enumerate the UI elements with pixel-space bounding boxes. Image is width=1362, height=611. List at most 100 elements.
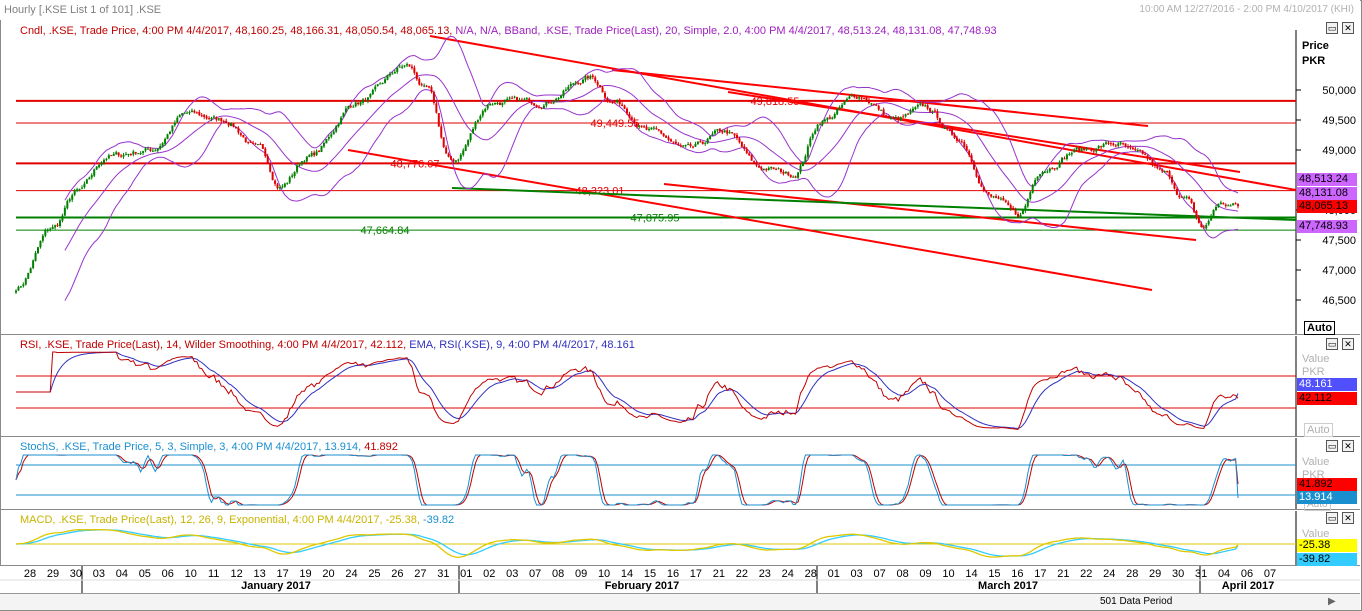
candle-body xyxy=(479,116,482,120)
candle-body xyxy=(413,67,416,73)
pane-divider[interactable] xyxy=(0,436,1360,437)
candle-body xyxy=(613,102,616,104)
candle-body xyxy=(71,195,74,200)
candle-body xyxy=(968,150,971,156)
trend-line xyxy=(727,91,1241,173)
candle-body xyxy=(332,131,335,135)
candle-body xyxy=(1078,147,1081,151)
candle-body xyxy=(254,143,257,145)
candle-body xyxy=(203,114,206,117)
candle-body xyxy=(731,132,734,134)
x-day-label: 28 xyxy=(1126,568,1138,580)
candle-body xyxy=(1234,203,1237,205)
close-icon[interactable]: ✕ xyxy=(1342,440,1354,452)
stoch-legend: StochS, .KSE, Trade Price, 5, 3, Simple,… xyxy=(20,441,398,453)
candle-body xyxy=(190,110,193,112)
candle-body xyxy=(635,123,638,127)
x-day-label: 22 xyxy=(1080,568,1092,580)
close-icon[interactable]: ✕ xyxy=(1342,338,1354,350)
candle-body xyxy=(909,110,912,114)
candle-body xyxy=(403,65,406,67)
candle-body xyxy=(911,108,914,112)
candle-body xyxy=(166,134,169,140)
price-tick-label: 49,000 xyxy=(1322,145,1356,157)
candle-body xyxy=(684,145,687,147)
candle-body xyxy=(784,171,787,174)
x-month-label: March 2017 xyxy=(978,580,1038,592)
candle-body xyxy=(85,179,88,184)
candle-body xyxy=(662,133,665,136)
x-day-label: 17 xyxy=(1034,568,1046,580)
candle-body xyxy=(623,105,626,109)
candle-body xyxy=(987,192,990,195)
candle-body xyxy=(665,135,668,138)
candle-body xyxy=(61,215,64,221)
candle-body xyxy=(647,129,650,131)
price-tick-label: 47,500 xyxy=(1322,235,1356,247)
candle-body xyxy=(1075,147,1078,150)
candle-body xyxy=(435,103,438,113)
stochastic-plot xyxy=(15,438,1297,509)
price-value-tag: 48,131.08 xyxy=(1297,187,1357,200)
maximize-icon[interactable]: ▭ xyxy=(1326,440,1338,452)
candle-body xyxy=(907,113,910,115)
candle-body xyxy=(596,81,599,86)
candle-body xyxy=(58,220,61,227)
candle-body xyxy=(105,158,108,160)
x-day-label: 07 xyxy=(529,568,541,580)
candle-body xyxy=(286,182,289,184)
candle-body xyxy=(885,115,888,117)
maximize-icon[interactable]: ▭ xyxy=(1326,22,1338,34)
candle-body xyxy=(1122,143,1125,145)
candle-body xyxy=(833,113,836,118)
candle-body xyxy=(195,112,198,114)
rsi-auto-scale-button[interactable]: Auto xyxy=(1304,423,1333,437)
candle-body xyxy=(645,126,648,130)
candle-body xyxy=(958,140,961,142)
pane-divider[interactable] xyxy=(0,565,1360,566)
candle-body xyxy=(762,168,765,170)
candle-body xyxy=(320,145,323,152)
x-month-label: February 2017 xyxy=(605,580,680,592)
pane-divider[interactable] xyxy=(0,334,1360,335)
candle-body xyxy=(748,153,751,156)
candle-body xyxy=(344,108,347,113)
candle-body xyxy=(464,145,467,151)
macd-legend: MACD, .KSE, Trade Price(Last), 12, 26, 9… xyxy=(20,514,454,526)
close-icon[interactable]: ✕ xyxy=(1342,22,1354,34)
price-auto-scale-button[interactable]: Auto xyxy=(1304,321,1336,335)
candle-body xyxy=(582,79,585,84)
candle-body xyxy=(220,117,223,122)
maximize-icon[interactable]: ▭ xyxy=(1326,338,1338,350)
candle-body xyxy=(110,155,113,157)
x-day-label: 29 xyxy=(47,568,59,580)
candle-body xyxy=(872,103,875,105)
candle-body xyxy=(293,172,296,177)
candle-body xyxy=(15,290,17,293)
candle-body xyxy=(1193,202,1196,212)
candle-body xyxy=(137,153,140,155)
candle-body xyxy=(1180,196,1183,198)
candle-body xyxy=(266,156,269,164)
candle-body xyxy=(941,123,944,128)
candle-body xyxy=(54,225,57,228)
x-day-label: 15 xyxy=(988,568,1000,580)
candle-body xyxy=(858,97,861,99)
candle-body xyxy=(445,147,448,154)
candle-body xyxy=(1105,142,1108,144)
candle-body xyxy=(794,176,797,178)
candle-body xyxy=(621,104,624,106)
scroll-right-icon[interactable]: ▶ xyxy=(1328,596,1336,607)
close-icon[interactable]: ✕ xyxy=(1342,512,1354,524)
candle-body xyxy=(960,141,963,143)
candle-body xyxy=(1158,168,1161,170)
macd-line xyxy=(15,528,1239,558)
candle-body xyxy=(550,102,553,104)
candle-body xyxy=(315,151,318,156)
pane-divider[interactable] xyxy=(0,509,1360,510)
maximize-icon[interactable]: ▭ xyxy=(1326,512,1338,524)
candle-body xyxy=(132,151,135,155)
candle-body xyxy=(579,83,582,85)
candle-body xyxy=(494,102,497,105)
